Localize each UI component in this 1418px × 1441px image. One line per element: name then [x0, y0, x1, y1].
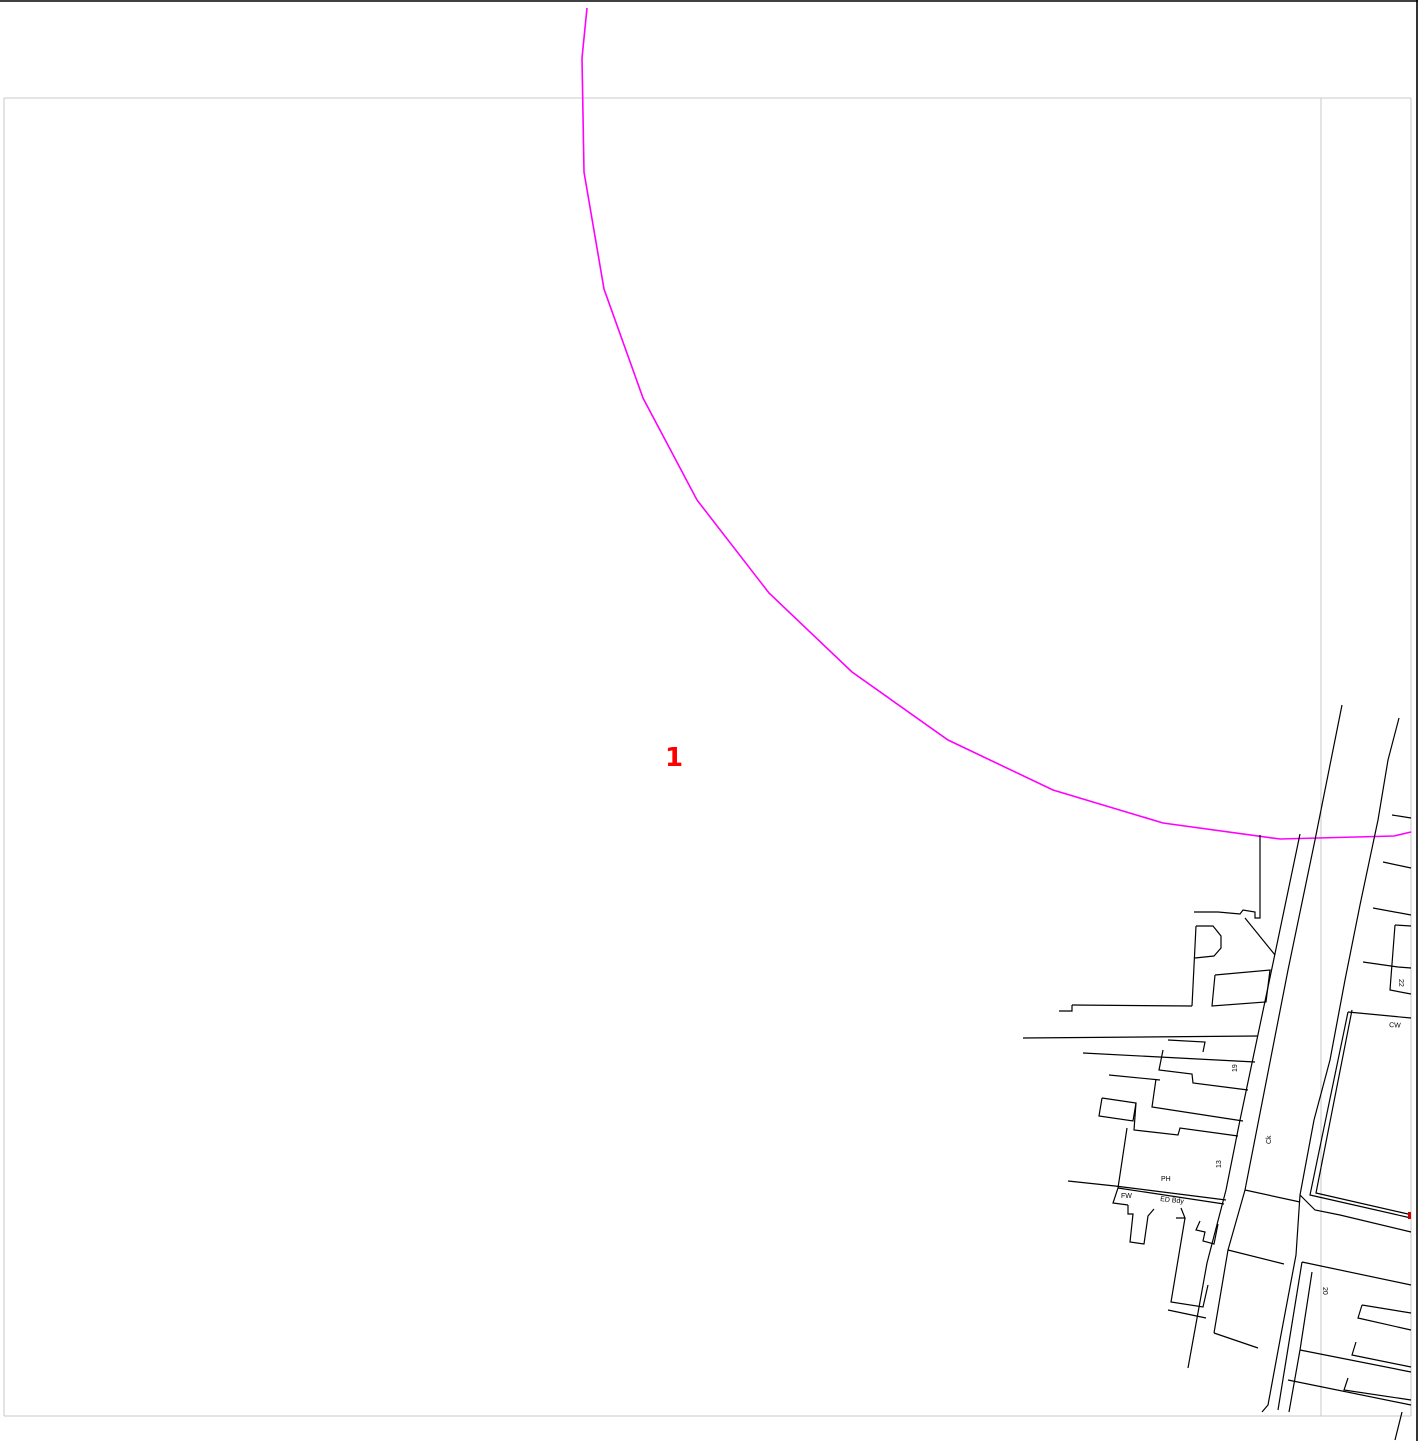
map-labels: 1 Ck PH FW ED Bdy CW 19 13 22 20 [665, 743, 1404, 1295]
east-buildings [1277, 814, 1412, 1441]
cycleway-label: CW [1389, 1022, 1401, 1030]
red-boundary-marker [1408, 1212, 1411, 1219]
house-number-20: 20 [1321, 1287, 1328, 1295]
pub-label: PH [1161, 1176, 1171, 1183]
west-buildings [1022, 835, 1276, 1319]
road-carriageway [1187, 704, 1412, 1413]
boundary-label: ED Bdy [1160, 1196, 1185, 1205]
house-number-19: 19 [1232, 1064, 1239, 1072]
house-number-13: 13 [1216, 1160, 1223, 1168]
house-number-22: 22 [1397, 979, 1404, 987]
map-linework [1022, 704, 1412, 1441]
footway-label: FW [1121, 1193, 1132, 1200]
tile-grid [3, 97, 1412, 1417]
road-label: Ck [1266, 1135, 1273, 1144]
buffer-ring-boundary [581, 7, 1412, 840]
site-number-label: 1 [665, 743, 683, 773]
